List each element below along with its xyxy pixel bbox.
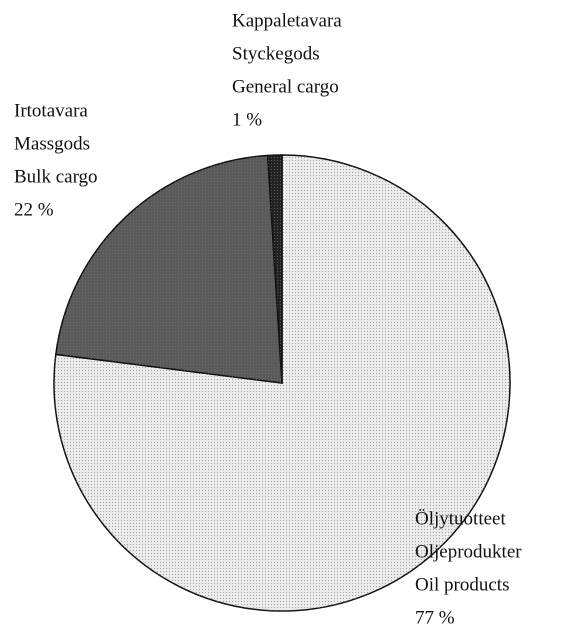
slice-label: Öljytuotteet — [415, 508, 506, 529]
slice-value-label: 77 % — [415, 607, 455, 628]
slice-texture — [55, 155, 282, 383]
slice-texture — [267, 155, 282, 383]
slice-label: Massgods — [14, 133, 90, 154]
slice-value-label: 1 % — [232, 109, 262, 130]
slice-label: Kappaletavara — [232, 10, 342, 31]
slice-label: Styckegods — [232, 43, 320, 64]
slice-label: Oljeprodukter — [415, 541, 522, 562]
slice-label: General cargo — [232, 76, 339, 97]
slice-label: Bulk cargo — [14, 166, 98, 187]
slice-label: Irtotavara — [14, 100, 88, 121]
slice-label: Oil products — [415, 574, 509, 595]
slice-value-label: 22 % — [14, 199, 54, 220]
